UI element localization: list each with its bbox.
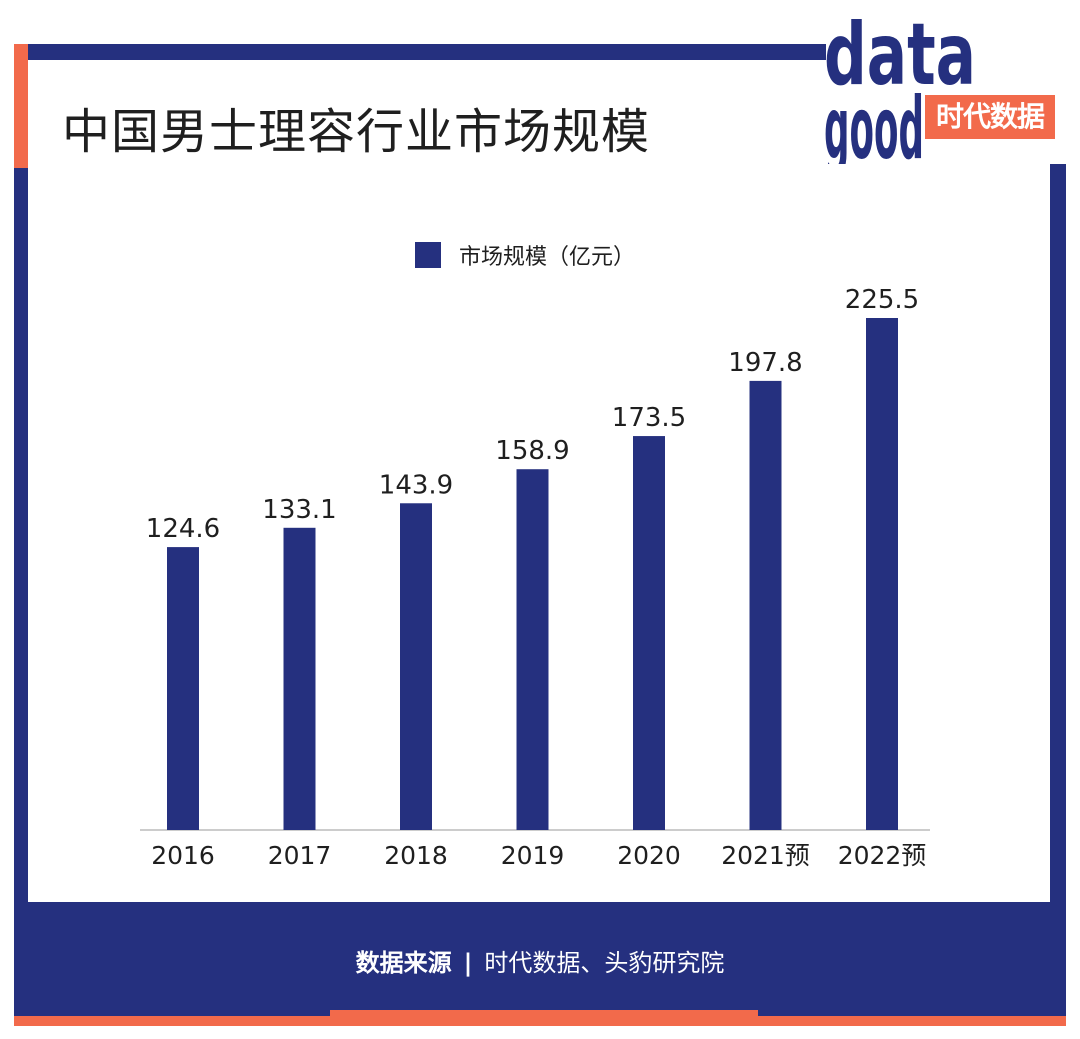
bar-2021预: [749, 380, 782, 830]
chart-title: 中国男士理容行业市场规模: [62, 104, 651, 160]
datagood-logo: data good: [824, 8, 976, 164]
data-label-2019: 158.9: [495, 436, 569, 466]
frame-right-bar: [1050, 164, 1066, 904]
logo-wordmark-top: data: [824, 8, 976, 105]
bar-2020: [633, 436, 665, 830]
logo-wordmark-bottom: good: [824, 79, 924, 164]
logo-badge: 时代数据: [925, 95, 1055, 139]
data-label-2020: 173.5: [612, 403, 686, 433]
data-label-2021预: 197.8: [728, 348, 802, 378]
frame-bottom-tab: [330, 1010, 758, 1026]
data-label-2022预: 225.5: [845, 285, 919, 315]
bar-2016: [167, 547, 199, 830]
footer-separator: |: [463, 949, 473, 977]
frame-left-bar: [14, 168, 28, 904]
x-tick-label-2020: 2020: [617, 841, 681, 870]
bar-2022预: [866, 318, 898, 830]
x-tick-label-2019: 2019: [501, 841, 565, 870]
x-tick-label-2016: 2016: [151, 841, 215, 870]
bar-2017: [283, 527, 316, 830]
footer-source-text: 时代数据、头豹研究院: [484, 949, 725, 977]
x-tick-label-2018: 2018: [384, 841, 448, 870]
data-label-2016: 124.6: [146, 514, 220, 544]
x-tick-label-2022预: 2022预: [838, 841, 927, 870]
frame-top-bar: [14, 44, 826, 60]
data-label-2018: 143.9: [379, 470, 453, 500]
data-label-2017: 133.1: [262, 495, 336, 525]
x-tick-label-2021预: 2021预: [721, 841, 810, 870]
legend: 市场规模（亿元）: [415, 240, 635, 270]
frame-left-accent: [14, 44, 28, 168]
legend-swatch: [415, 242, 441, 268]
footer-band: [14, 902, 1066, 1016]
legend-label: 市场规模（亿元）: [459, 245, 636, 270]
bar-2019: [516, 469, 549, 830]
x-tick-label-2017: 2017: [268, 841, 332, 870]
footer-source: 数据来源 | 时代数据、头豹研究院: [0, 943, 1080, 978]
bar-2018: [400, 503, 432, 830]
footer-source-label: 数据来源: [355, 949, 452, 977]
